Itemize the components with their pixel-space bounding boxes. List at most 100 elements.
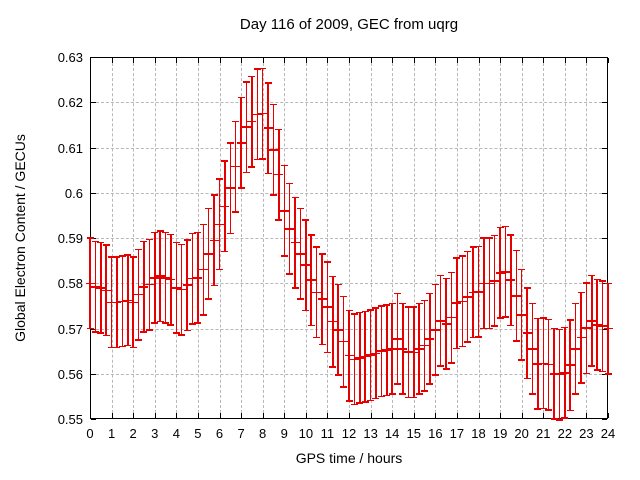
error-bar-cap-top — [394, 292, 402, 295]
x-tick-label: 6 — [215, 426, 224, 441]
error-bar-cap-top — [555, 328, 563, 331]
data-point-marker — [581, 327, 591, 329]
x-tick-mark — [349, 58, 350, 63]
data-point-marker — [236, 142, 246, 144]
error-bar-cap-top — [512, 249, 520, 252]
data-point-marker — [360, 355, 370, 358]
error-bar-cap-top — [550, 327, 558, 330]
data-point-marker — [155, 275, 165, 277]
y-tick-label: 0.56 — [57, 366, 83, 382]
error-bar-cap-bottom — [91, 331, 99, 333]
error-bar-cap-top — [97, 241, 105, 244]
error-bar-cap-bottom — [151, 322, 159, 324]
data-point-marker — [592, 324, 602, 326]
error-bar-cap-top — [189, 232, 197, 235]
y-tick-mark — [602, 102, 607, 104]
x-tick-mark — [456, 58, 458, 63]
y-tick-label: 0.55 — [57, 412, 83, 427]
error-bar-cap-bottom — [485, 327, 493, 330]
error-bar-cap-top — [566, 319, 574, 321]
x-tick-mark — [197, 413, 199, 418]
error-bar-cap-top — [269, 103, 277, 106]
error-bar-cap-top — [350, 313, 358, 315]
error-bar-cap-bottom — [426, 383, 434, 385]
error-bar-cap-top — [588, 274, 596, 277]
error-bar-cap-bottom — [588, 365, 596, 367]
x-tick-mark — [370, 413, 372, 418]
data-point-marker — [139, 286, 149, 288]
error-bar-cap-top — [410, 306, 418, 308]
data-point-marker — [171, 287, 181, 289]
data-point-marker — [209, 239, 219, 241]
x-tick-label: 20 — [514, 426, 529, 441]
data-point-marker — [301, 264, 311, 266]
error-bar-cap-top — [345, 309, 353, 312]
x-tick-label: 9 — [280, 426, 288, 441]
x-tick-mark — [284, 413, 286, 418]
error-bar-cap-top — [124, 254, 132, 256]
error-bar-cap-bottom — [599, 370, 607, 373]
data-point-marker — [290, 241, 300, 244]
error-bar-cap-top — [399, 302, 407, 305]
x-tick-mark — [608, 58, 609, 63]
error-bar-cap-bottom — [377, 395, 385, 398]
error-bar-cap-bottom — [561, 417, 569, 419]
error-bar-cap-top — [108, 256, 116, 258]
error-bar-cap-top — [280, 164, 288, 167]
data-point-marker — [506, 279, 516, 281]
data-point-marker — [161, 277, 171, 279]
x-tick-mark — [521, 413, 523, 418]
error-bar-cap-bottom — [491, 325, 499, 327]
error-bar-cap-top — [156, 230, 164, 232]
data-point-marker — [371, 352, 381, 355]
x-tick-label: 24 — [600, 426, 616, 441]
error-bar-cap-bottom — [458, 345, 466, 348]
x-tick-mark — [111, 58, 113, 63]
y-tick-mark — [91, 192, 96, 194]
error-bar-cap-bottom — [340, 386, 348, 388]
error-bar-cap-bottom — [216, 268, 223, 271]
error-bar-cap-bottom — [291, 287, 299, 289]
y-tick-mark — [91, 328, 96, 330]
data-point-marker — [295, 253, 305, 255]
error-bar-cap-top — [356, 311, 364, 314]
data-point-marker — [279, 210, 289, 212]
x-tick-mark — [327, 413, 329, 418]
data-point-marker — [317, 298, 327, 300]
error-bar-cap-bottom — [178, 334, 186, 336]
y-tick-label: 0.59 — [57, 231, 83, 246]
error-bar-cap-top — [377, 305, 385, 307]
data-point-marker — [587, 320, 597, 322]
error-bar-cap-top — [340, 295, 348, 298]
error-bar-cap-top — [480, 237, 488, 239]
y-tick-mark — [91, 102, 96, 104]
y-tick-label: 0.63 — [57, 50, 83, 65]
error-bar-cap-top — [572, 302, 580, 305]
data-point-marker — [474, 291, 483, 293]
x-tick-label: 19 — [492, 426, 508, 441]
error-bar-cap-top — [334, 283, 342, 286]
data-point-marker — [414, 348, 424, 350]
error-bar-cap-top — [199, 223, 207, 226]
error-bar-cap-top — [421, 299, 429, 302]
error-bar-cap-bottom — [604, 373, 612, 375]
error-bar-cap-bottom — [582, 372, 590, 375]
error-bar-cap-top — [172, 241, 180, 244]
data-point-marker — [182, 284, 192, 286]
error-bar-cap-bottom — [415, 393, 423, 395]
error-bar-cap-bottom — [334, 374, 342, 376]
error-bar-cap-top — [264, 82, 272, 84]
x-tick-mark — [521, 58, 523, 63]
x-tick-label: 21 — [536, 426, 551, 441]
error-bar-cap-bottom — [156, 320, 164, 322]
data-point-marker — [366, 354, 376, 356]
data-point-marker — [376, 350, 386, 352]
error-bar-cap-bottom — [512, 340, 520, 342]
error-bar-cap-bottom — [210, 284, 218, 287]
error-bar-cap-bottom — [518, 359, 526, 361]
data-point-marker — [144, 283, 154, 286]
data-point-marker — [107, 301, 117, 303]
data-point-marker — [204, 253, 214, 255]
error-bar-cap-bottom — [372, 397, 380, 400]
x-tick-label: 16 — [428, 426, 443, 441]
